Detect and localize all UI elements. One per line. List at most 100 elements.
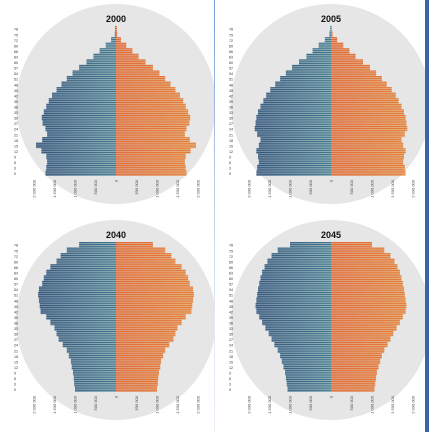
age-label: 54	[229, 288, 233, 292]
age-label: 12	[229, 150, 233, 154]
age-label: 3	[229, 383, 231, 387]
age-label: 15	[229, 360, 233, 364]
x-tick-label: 1 000 000	[288, 395, 293, 414]
x-tick-label: 2 000 000	[247, 179, 252, 198]
age-label: 69	[229, 260, 233, 264]
age-label: 45	[14, 89, 18, 93]
age-label: 57	[229, 283, 233, 287]
x-tick-label: 1 500 000	[267, 395, 272, 414]
x-tick-label: 1 500 000	[52, 395, 57, 414]
age-label: 30	[229, 117, 233, 121]
age-label: 9	[229, 156, 231, 160]
age-label: 30	[229, 333, 233, 337]
chart-title: 2005	[321, 14, 341, 24]
age-label: 60	[14, 277, 18, 281]
age-label: 66	[14, 50, 18, 54]
age-label: 0	[229, 388, 231, 392]
x-tick-label: 500 000	[93, 179, 98, 194]
age-label: 15	[229, 144, 233, 148]
x-tick-label: 1 000 000	[73, 179, 78, 198]
age-label: 36	[229, 106, 233, 110]
age-label: 15	[14, 360, 18, 364]
x-tick-label: 0	[114, 179, 119, 182]
age-label: 51	[229, 294, 233, 298]
age-label: 63	[229, 272, 233, 276]
x-tick-label: 1 000 000	[288, 179, 293, 198]
age-label: 63	[229, 56, 233, 60]
age-label: 66	[229, 50, 233, 54]
x-tick-label: 0	[114, 395, 119, 398]
age-label: 45	[14, 305, 18, 309]
age-label: 3	[14, 383, 16, 387]
x-tick-label: 1 000 000	[155, 179, 160, 198]
x-tick-label: 1 500 000	[175, 179, 180, 198]
age-label: 72	[229, 255, 233, 259]
age-label: 18	[14, 139, 18, 143]
x-tick-label: 2 000 000	[411, 395, 416, 414]
age-label: 0	[14, 388, 16, 392]
age-label: 30	[14, 333, 18, 337]
age-label: 33	[229, 111, 233, 115]
age-label: 24	[14, 128, 18, 132]
x-tick-label: 1 000 000	[370, 395, 375, 414]
chart-title: 2040	[106, 230, 126, 240]
pyramid-chart-2005: 2005 78 75 72 69 66 63 60 57 54 51 48 45 42 39 36 33 30 27…	[215, 0, 429, 216]
age-label: 69	[229, 44, 233, 48]
age-label: 42	[229, 310, 233, 314]
age-label: 42	[229, 94, 233, 98]
age-label: 69	[14, 260, 18, 264]
window-edge-bar	[425, 0, 429, 432]
x-tick-label: 1 000 000	[73, 395, 78, 414]
pyramid-svg: 2000787572696663605754514845423936333027…	[14, 4, 214, 204]
age-label: 54	[229, 72, 233, 76]
age-label: 48	[229, 299, 233, 303]
age-label: 45	[229, 89, 233, 93]
age-label: 39	[14, 100, 18, 104]
age-label: 48	[229, 83, 233, 87]
age-label: 6	[229, 161, 231, 165]
chart-title: 2045	[321, 230, 341, 240]
x-tick-label: 500 000	[308, 179, 313, 194]
age-label: 33	[14, 111, 18, 115]
x-tick-label: 500 000	[349, 395, 354, 410]
age-label: 72	[14, 255, 18, 259]
age-label: 27	[14, 122, 18, 126]
age-label: 69	[14, 44, 18, 48]
pyramid-svg: 2040787572696663605754514845423936333027…	[14, 220, 214, 420]
age-label: 6	[229, 377, 231, 381]
age-label: 36	[14, 322, 18, 326]
age-label: 51	[229, 78, 233, 82]
age-label: 15	[14, 144, 18, 148]
x-tick-label: 1 500 000	[52, 179, 57, 198]
pyramid-chart-2045: 2045 78 75 72 69 66 63 60 57 54 51 48 45 42 39 36 33 30 27…	[215, 216, 429, 432]
age-label: 24	[229, 344, 233, 348]
age-label: 18	[229, 355, 233, 359]
age-label: 27	[229, 338, 233, 342]
age-label: 75	[14, 249, 18, 253]
age-label: 18	[14, 355, 18, 359]
age-label: 60	[229, 61, 233, 65]
x-tick-label: 0	[329, 395, 334, 398]
age-label: 6	[14, 377, 16, 381]
age-label: 24	[229, 128, 233, 132]
age-label: 21	[14, 133, 18, 137]
x-tick-label: 1 000 000	[370, 179, 375, 198]
x-tick-label: 2 000 000	[196, 395, 201, 414]
age-label: 42	[14, 310, 18, 314]
age-label: 39	[229, 100, 233, 104]
age-label: 12	[14, 150, 18, 154]
x-tick-label: 2 000 000	[247, 395, 252, 414]
age-label: 3	[14, 167, 16, 171]
age-label: 45	[229, 305, 233, 309]
pyramid-svg: 2045787572696663605754514845423936333027…	[229, 220, 429, 420]
x-tick-label: 2 000 000	[411, 179, 416, 198]
age-label: 66	[229, 266, 233, 270]
x-tick-label: 1 500 000	[390, 395, 395, 414]
x-tick-label: 500 000	[134, 395, 139, 410]
age-label: 57	[229, 67, 233, 71]
age-label: 9	[229, 372, 231, 376]
age-label: 60	[14, 61, 18, 65]
x-tick-label: 1 000 000	[155, 395, 160, 414]
age-label: 48	[14, 83, 18, 87]
age-label: 78	[229, 28, 233, 32]
